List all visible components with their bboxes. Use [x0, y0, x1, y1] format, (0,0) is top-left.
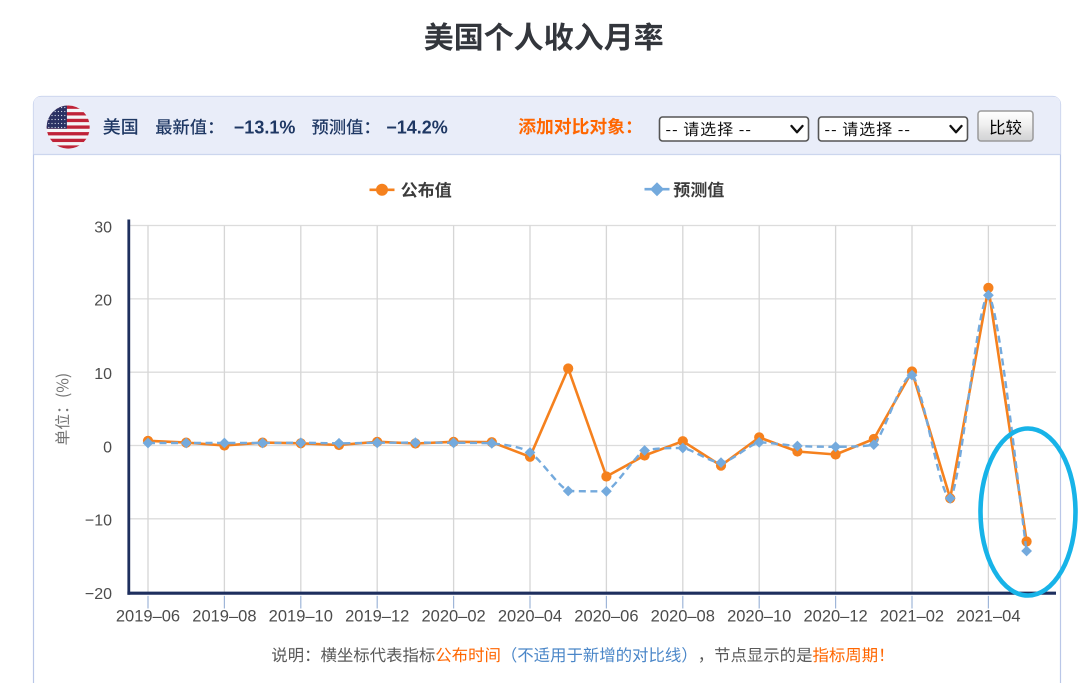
svg-text:2020–08: 2020–08: [651, 608, 715, 626]
svg-text:2020–04: 2020–04: [498, 608, 562, 626]
svg-text:2021–02: 2021–02: [880, 608, 944, 626]
svg-text:−13.1%: −13.1%: [234, 117, 296, 137]
svg-text:2019–08: 2019–08: [192, 608, 256, 626]
svg-text:2020–06: 2020–06: [574, 608, 638, 626]
svg-text:10: 10: [94, 366, 112, 383]
svg-text:2019–10: 2019–10: [269, 608, 333, 626]
svg-text:2020–02: 2020–02: [421, 608, 485, 626]
svg-text:2019–12: 2019–12: [345, 608, 409, 626]
svg-text:2020–10: 2020–10: [727, 608, 791, 626]
svg-text:20: 20: [94, 293, 112, 310]
svg-text:30: 30: [94, 219, 112, 236]
svg-text:0: 0: [103, 439, 112, 456]
svg-text:−20: −20: [85, 586, 112, 603]
svg-text:2020–12: 2020–12: [803, 608, 867, 626]
svg-text:2019–06: 2019–06: [116, 608, 180, 626]
svg-text:−10: −10: [85, 513, 112, 530]
svg-text:2021–04: 2021–04: [956, 608, 1020, 626]
svg-text:−14.2%: −14.2%: [386, 117, 448, 137]
